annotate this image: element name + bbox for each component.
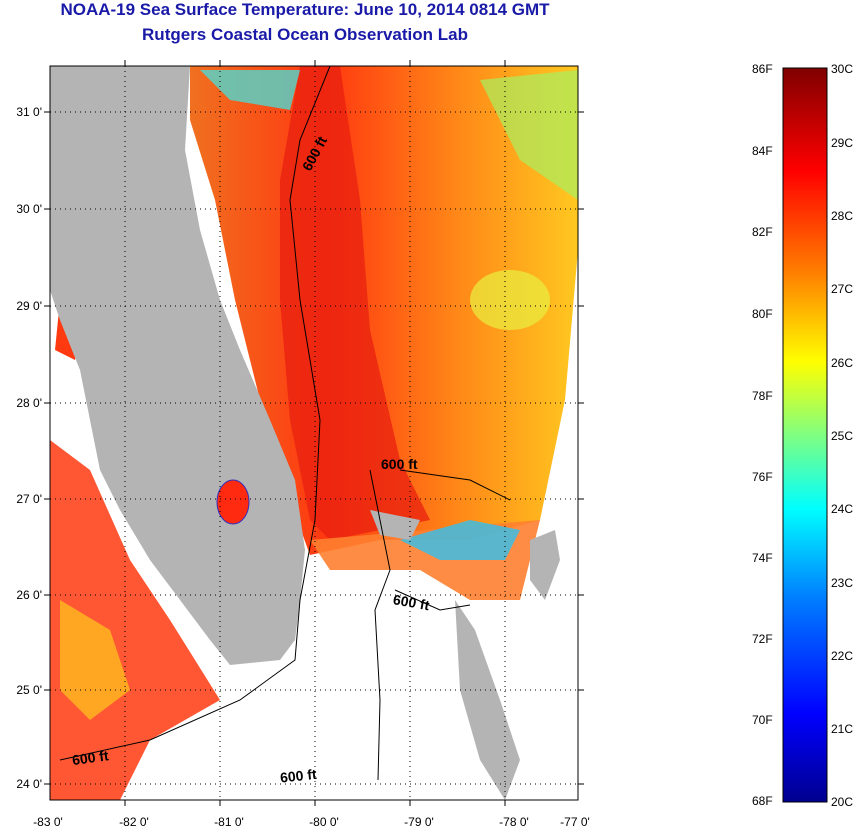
graticule	[50, 66, 578, 800]
colorbar-f-label: 74F	[752, 551, 773, 565]
lon-label: -82 0'	[119, 815, 149, 829]
colorbar-c-label: 21C	[831, 722, 854, 736]
lat-label: 24 0'	[16, 777, 42, 791]
colorbar-c-label: 29C	[831, 136, 854, 150]
map-subtitle: Rutgers Coastal Ocean Observation Lab	[142, 25, 468, 44]
isobath-600ft-florida	[59, 66, 331, 761]
lat-label: 27 0'	[16, 492, 42, 506]
colorbar-c-label: 30C	[831, 62, 854, 76]
colorbar-f-label: 78F	[752, 389, 773, 403]
colorbar-c-label: 26C	[831, 356, 854, 370]
lat-label: 31 0'	[16, 105, 42, 119]
axis-ticks	[44, 60, 584, 806]
colorbar-c-label: 20C	[831, 795, 854, 809]
isobath-600ft-bahamas	[369, 469, 391, 781]
lat-label: 26 0'	[16, 588, 42, 602]
colorbar-c-label: 25C	[831, 429, 854, 443]
colorbar-f-label: 84F	[752, 144, 773, 158]
isobath-label: 600 ft	[392, 591, 431, 613]
lat-label: 29 0'	[16, 299, 42, 313]
colorbar-f-label: 82F	[752, 225, 773, 239]
lon-label: -81 0'	[214, 815, 244, 829]
colorbar-f-label: 76F	[752, 470, 773, 484]
andros-island	[455, 600, 520, 800]
isobath-label: 600 ft	[71, 747, 110, 768]
lon-label: -83 0'	[33, 815, 63, 829]
colorbar-c-label: 27C	[831, 282, 854, 296]
colorbar-f-label: 72F	[752, 632, 773, 646]
lon-label: -79 0'	[404, 815, 434, 829]
lon-label: -77 0'	[560, 815, 590, 829]
lon-label: -78 0'	[499, 815, 529, 829]
colorbar-c-label: 24C	[831, 502, 854, 516]
colorbar-c-label: 28C	[831, 209, 854, 223]
isobath-label: 600 ft	[381, 456, 418, 472]
colorbar-c-label: 23C	[831, 576, 854, 590]
lat-label: 28 0'	[16, 396, 42, 410]
map-title: NOAA-19 Sea Surface Temperature: June 10…	[60, 0, 550, 19]
colorbar-f-label: 68F	[752, 794, 773, 808]
isobath-label: 600 ft	[279, 766, 317, 786]
colorbar-c-label: 22C	[831, 649, 854, 663]
map-frame	[49, 65, 579, 801]
colorbar-f-label: 80F	[752, 307, 773, 321]
lon-label: -80 0'	[309, 815, 339, 829]
lat-label: 30 0'	[16, 202, 42, 216]
colorbar	[782, 67, 828, 803]
gulf-stream	[280, 66, 430, 540]
colorbar-f-label: 70F	[752, 713, 773, 727]
grand-bahama	[530, 530, 560, 600]
lake-okeechobee	[216, 479, 250, 525]
lat-label: 25 0'	[16, 683, 42, 697]
colorbar-f-label: 86F	[752, 62, 773, 76]
